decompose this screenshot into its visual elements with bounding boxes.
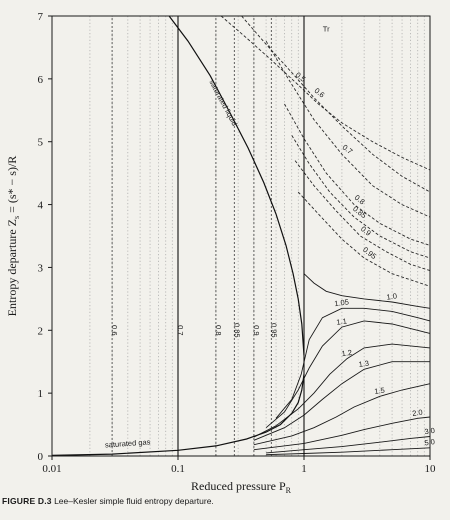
isotherm-line — [294, 160, 431, 272]
isotherm-line — [241, 15, 431, 193]
figure-caption: FIGURE D.3 Lee–Kesler simple fluid entro… — [2, 496, 448, 506]
y-tick-label: 6 — [38, 74, 44, 86]
isotherm-line — [284, 103, 431, 246]
isotherm-label: 3.0 — [424, 426, 436, 436]
saturated-liquid-line — [168, 15, 305, 356]
y-tick-label: 7 — [38, 11, 44, 23]
x-axis-title: Reduced pressure PR — [191, 479, 292, 495]
isotherm-label: 0.85 — [232, 323, 241, 338]
tr-label: Tr — [323, 25, 330, 34]
y-tick-label: 3 — [38, 262, 44, 274]
isotherm-label: 1.2 — [341, 348, 353, 358]
saturated-gas-label: saturated gas — [105, 437, 151, 449]
y-tick-label: 1 — [38, 388, 44, 400]
isotherm-line — [253, 361, 430, 441]
isotherm-line — [265, 320, 431, 429]
annotations: 0.50.60.70.80.850.90.951.01.051.11.21.31… — [105, 25, 436, 450]
x-tick-label: 10 — [425, 463, 437, 475]
entropy-departure-chart: 0.6 0.7 0.8 0.85 0.9 0.95 0.01 0.1 1 1001234567 … — [5, 11, 437, 495]
figure-caption-text: Lee–Kesler simple fluid entropy departur… — [54, 496, 214, 506]
x-tick-label: 0.01 — [42, 463, 61, 475]
isotherm-line — [266, 436, 431, 454]
subcritical-isotherms: 0.6 0.7 0.8 0.85 0.9 0.95 — [110, 16, 278, 456]
isotherm-line — [253, 383, 431, 446]
isotherm-label: 2.0 — [412, 408, 424, 418]
x-tick-label: 0.1 — [171, 463, 185, 475]
y-tick-label: 5 — [38, 137, 44, 149]
saturated-gas-line — [51, 374, 305, 456]
isotherm-label: 1.5 — [374, 386, 386, 396]
isotherm-label: 1.0 — [386, 291, 398, 301]
axis-ticks: 0.01 0.1 1 10 0 1 2 3 4 5 6 7 — [38, 11, 437, 475]
isotherm-line — [220, 15, 431, 171]
isotherm-label: 0.5 — [294, 70, 308, 84]
x-tick-label: 1 — [301, 463, 307, 475]
isotherm-line — [303, 273, 431, 309]
y-tick-label: 4 — [38, 200, 44, 212]
y-axis-title: Entropy departure Zs = (s* − s)/R — [5, 156, 21, 317]
saturation-lines — [51, 15, 305, 456]
isotherm-line — [266, 447, 431, 456]
isotherm-label: 0.8 — [353, 193, 367, 207]
isotherm-label: 1.3 — [358, 359, 370, 369]
figure-number: FIGURE D.3 — [2, 496, 52, 506]
isotherm-label: 0.85 — [351, 204, 368, 220]
isotherm-label: 0.7 — [176, 325, 185, 335]
isotherm-line — [253, 343, 431, 438]
isotherm-label: 0.7 — [341, 143, 355, 157]
isotherm-label: 0.6 — [313, 86, 327, 100]
isotherm-line — [297, 191, 431, 287]
isotherm-label: 1.1 — [336, 316, 348, 326]
isotherm-label: 0.9 — [252, 325, 261, 335]
isotherm-label: 0.6 — [110, 325, 119, 335]
isotherm-line — [275, 307, 431, 419]
isotherm-label: 0.95 — [269, 323, 278, 338]
isotherm-label: 0.8 — [214, 325, 223, 335]
isotherm-line — [265, 40, 431, 218]
y-tick-label: 0 — [38, 451, 44, 463]
isotherm-lines — [220, 15, 431, 456]
isotherm-label: 0.9 — [359, 224, 373, 238]
plot-frame — [51, 15, 431, 457]
isotherm-label: 1.05 — [334, 297, 350, 308]
isotherm-label: 0.95 — [361, 245, 378, 261]
y-tick-label: 2 — [38, 325, 44, 337]
isotherm-label: 5.0 — [424, 437, 436, 447]
